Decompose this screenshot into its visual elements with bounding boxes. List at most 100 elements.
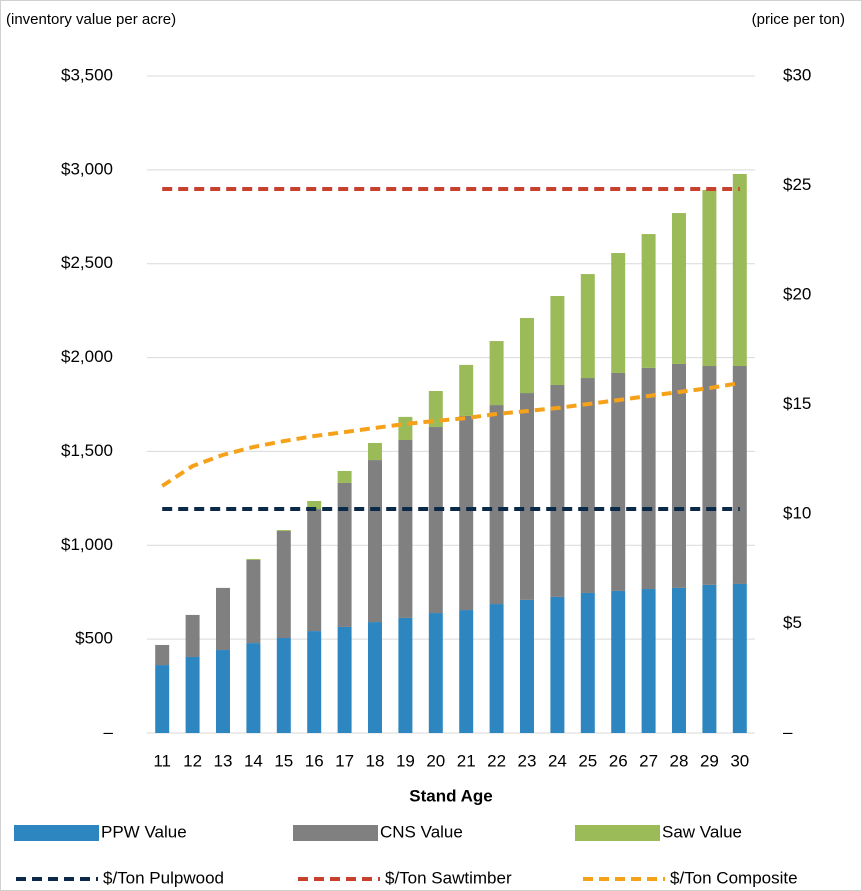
bar (732, 173, 747, 367)
bar (368, 460, 382, 623)
bar (520, 599, 534, 733)
y2-tick-label: $10 (783, 503, 811, 522)
y-tick-label: $1,500 (61, 441, 113, 460)
bar (368, 442, 382, 461)
legend-label: PPW Value (101, 822, 187, 841)
bar (672, 213, 686, 364)
bar (702, 189, 717, 367)
y2-tick-label: $30 (783, 65, 811, 84)
bar (307, 631, 322, 733)
legend-label: $/Ton Pulpwood (103, 868, 224, 887)
y2-tick-label: $25 (783, 175, 811, 194)
y-tick-label: $500 (75, 629, 113, 648)
legend-marker (575, 825, 660, 841)
x-tick-label: 26 (609, 751, 628, 770)
bar (550, 596, 565, 733)
bar (459, 610, 474, 733)
legend-label: $/Ton Sawtimber (385, 868, 512, 887)
bar (702, 366, 717, 585)
legend-marker (293, 825, 378, 841)
x-tick-label: 11 (153, 751, 171, 770)
x-axis-label: Stand Age (409, 786, 492, 805)
bar (337, 470, 352, 483)
x-tick-label: 23 (518, 751, 537, 770)
bar (611, 372, 626, 591)
bar (155, 644, 170, 666)
x-tick-label: 16 (305, 751, 324, 770)
legend-label: CNS Value (380, 822, 463, 841)
bar (641, 367, 656, 590)
bar (580, 274, 595, 379)
bar (580, 592, 595, 733)
x-tick-label: 24 (548, 751, 567, 770)
x-tick-label: 13 (214, 751, 233, 770)
bar (641, 234, 656, 368)
y2-tick-label: $5 (783, 613, 802, 632)
bar (216, 650, 230, 733)
bar (276, 531, 291, 639)
bar (246, 558, 261, 560)
bar (489, 405, 504, 605)
bar (580, 378, 595, 593)
bar (368, 622, 382, 733)
bar (428, 390, 443, 428)
x-tick-label: 29 (700, 751, 719, 770)
bar (307, 500, 322, 510)
y-axis-label: (inventory value per acre) (6, 11, 176, 28)
bar (459, 364, 474, 416)
x-tick-label: 25 (578, 751, 597, 770)
bar (611, 590, 626, 733)
bar (276, 530, 291, 532)
legend-label: Saw Value (662, 822, 742, 841)
bar (155, 665, 170, 733)
line (161, 381, 741, 488)
y-tick-label: $2,500 (61, 253, 113, 272)
x-tick-label: 20 (426, 751, 445, 770)
bar (550, 384, 565, 597)
bar (428, 613, 443, 733)
bar (398, 416, 413, 440)
bar (398, 439, 413, 618)
bar (337, 482, 352, 627)
legend-label: $/Ton Composite (670, 868, 798, 887)
bar (216, 587, 230, 651)
y2-tick-label: $20 (783, 284, 811, 303)
y2-tick-label: $15 (783, 394, 811, 413)
bar (641, 589, 656, 733)
y-tick-label: $3,000 (61, 159, 113, 178)
x-tick-label: 18 (366, 751, 385, 770)
x-tick-label: 22 (487, 751, 506, 770)
bar (246, 559, 261, 644)
x-tick-label: 21 (457, 751, 476, 770)
bar (459, 415, 474, 611)
bar (276, 638, 291, 733)
y2-tick-label: – (783, 722, 793, 741)
bar (611, 253, 626, 373)
bar (337, 626, 352, 733)
y2-axis-label: (price per ton) (752, 11, 845, 28)
bar (246, 643, 261, 733)
bar (702, 584, 717, 733)
y-tick-label: $2,000 (61, 347, 113, 366)
legend-marker (14, 825, 99, 841)
x-tick-label: 17 (335, 751, 354, 770)
bar (672, 363, 686, 588)
bar (520, 393, 534, 600)
bar (185, 656, 200, 733)
bar (550, 296, 565, 385)
x-tick-label: 30 (730, 751, 749, 770)
bar (489, 341, 504, 406)
bar (672, 587, 686, 733)
x-tick-label: 27 (639, 751, 658, 770)
x-tick-label: 15 (274, 751, 293, 770)
x-tick-label: 19 (396, 751, 415, 770)
bar (185, 614, 200, 657)
y-tick-label: $1,000 (61, 535, 113, 554)
bar (520, 317, 534, 394)
x-tick-label: 28 (670, 751, 689, 770)
bar (732, 583, 747, 733)
y-tick-label: – (104, 722, 114, 741)
bar (398, 617, 413, 733)
bar (307, 509, 322, 632)
